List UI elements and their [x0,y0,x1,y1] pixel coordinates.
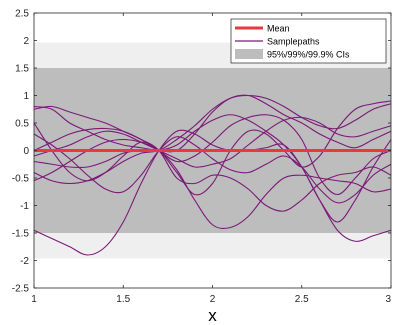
y-tick-label: -0.5 [12,174,30,185]
legend-label: Samplepaths [267,37,320,47]
x-tick-label: 1 [31,294,37,305]
y-tick-label: 0.5 [15,119,29,130]
y-tick-label: 2 [23,36,29,47]
sample-path-7 [33,94,392,185]
y-tick-label: 1.5 [15,64,29,75]
sample-path-8 [33,129,392,256]
sample-path-5 [33,114,392,196]
y-tick-label: -1.5 [12,229,30,240]
legend: Mean Samplepaths 95%/99%/99.9% CIs [230,18,387,64]
x-tick-label: 1.5 [116,294,130,305]
x-axis-label: x [208,306,217,325]
x-tick-label: 2.5 [295,294,309,305]
sample-path-4 [33,138,392,229]
sample-path-6 [33,114,392,223]
legend-label: 95%/99%/99.9% CIs [267,50,350,60]
y-tick-label: 0 [23,146,29,157]
sample-path-2 [33,105,392,212]
sample-path-10 [33,133,392,204]
sample-path-1 [33,94,392,153]
legend-label: Mean [267,24,290,34]
plot-area [33,42,392,259]
y-tick-label: -2 [20,256,29,267]
legend-swatch-cis [235,49,263,59]
y-tick-label: -2.5 [12,284,30,295]
axes: -2.5 -2 -1.5 -1 -0.5 0 0.5 1 1.5 2 2.5 1 1.5 2 2.5 3 [12,9,392,306]
y-tick-label: 2.5 [15,9,29,20]
y-tick-label: -1 [20,201,29,212]
sample-path-9 [33,116,392,168]
y-tick-label: 1 [23,91,29,102]
x-tick-label: 2 [210,294,216,305]
x-tick-label: 3 [385,294,391,305]
